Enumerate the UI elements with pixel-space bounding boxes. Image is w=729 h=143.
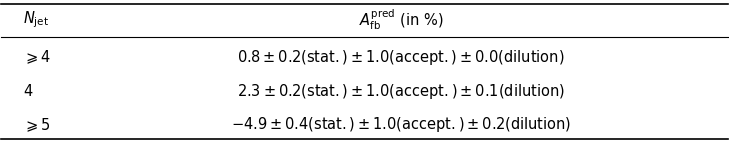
Text: $N_{\mathrm{jet}}$: $N_{\mathrm{jet}}$ <box>23 9 49 30</box>
Text: $A_{\mathrm{fb}}^{\mathrm{pred}}$ (in %): $A_{\mathrm{fb}}^{\mathrm{pred}}$ (in %) <box>359 7 443 32</box>
Text: $0.8 \pm 0.2(\mathrm{stat.}) \pm 1.0(\mathrm{accept.}) \pm 0.0(\mathrm{dilution}: $0.8 \pm 0.2(\mathrm{stat.}) \pm 1.0(\ma… <box>237 48 564 67</box>
Text: $2.3 \pm 0.2(\mathrm{stat.}) \pm 1.0(\mathrm{accept.}) \pm 0.1(\mathrm{dilution}: $2.3 \pm 0.2(\mathrm{stat.}) \pm 1.0(\ma… <box>237 82 565 101</box>
Text: $\geqslant 5$: $\geqslant 5$ <box>23 116 51 134</box>
Text: $-4.9 \pm 0.4(\mathrm{stat.}) \pm 1.0(\mathrm{accept.}) \pm 0.2(\mathrm{dilution: $-4.9 \pm 0.4(\mathrm{stat.}) \pm 1.0(\m… <box>231 115 571 134</box>
Text: $\geqslant 4$: $\geqslant 4$ <box>23 49 52 66</box>
Text: $4$: $4$ <box>23 83 34 99</box>
